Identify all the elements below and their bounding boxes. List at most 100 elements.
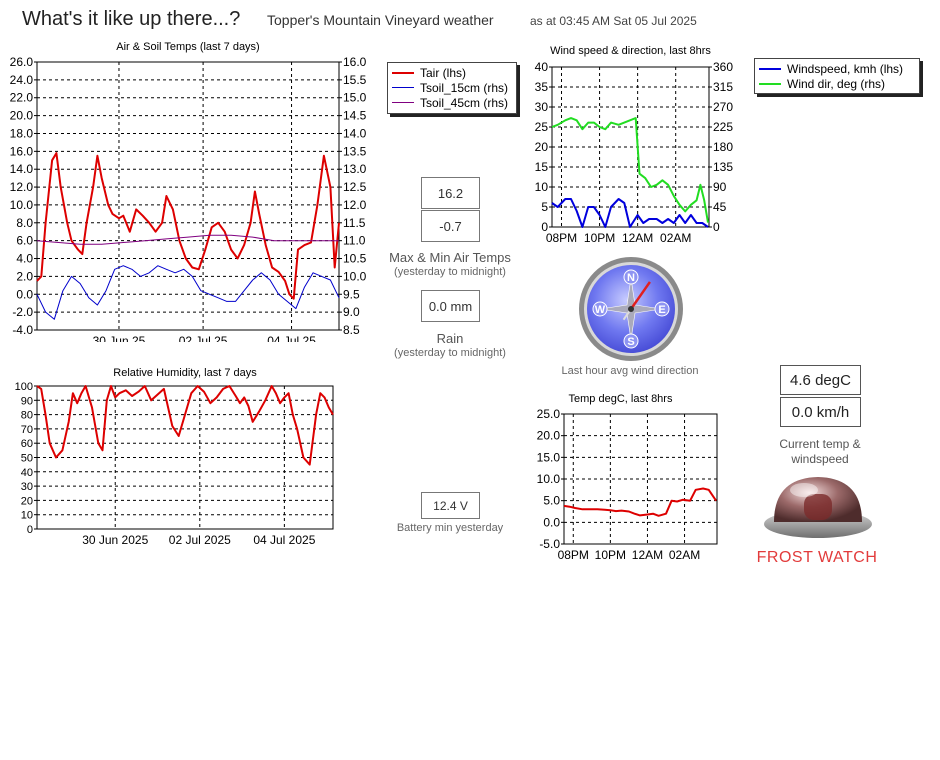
- y-tick-label: 10: [535, 180, 549, 194]
- y-right-tick-label: 135: [713, 160, 733, 174]
- x-tick-label: 12AM: [632, 548, 663, 562]
- y-tick-label: 20.0: [537, 429, 561, 443]
- y-right-tick-label: 15.0: [343, 91, 367, 105]
- wind-legend: Windspeed, kmh (lhs) Wind dir, deg (rhs): [754, 58, 920, 94]
- y-tick-label: 25.0: [537, 407, 561, 421]
- y-tick-label: 70: [21, 424, 33, 436]
- x-tick-label: 02 Jul 25: [179, 334, 228, 342]
- x-tick-label: 08PM: [558, 548, 589, 562]
- rain-value: 0.0 mm: [428, 298, 473, 314]
- page-subtitle: Topper's Mountain Vineyard weather: [267, 12, 494, 28]
- legend-entry-winddir: Wind dir, deg (rhs): [759, 76, 915, 91]
- y-right-tick-label: 270: [713, 100, 733, 114]
- max-air-temp-box: 16.2: [421, 177, 480, 209]
- series-line-0: [36, 152, 340, 300]
- y-tick-label: 15: [535, 160, 549, 174]
- x-tick-label: 10PM: [584, 231, 615, 245]
- x-tick-label: 04 Jul 25: [267, 334, 316, 342]
- x-tick-label: 04 Jul 2025: [253, 533, 315, 547]
- y-tick-label: 10.0: [10, 198, 34, 212]
- current-temp-value: 4.6 degC: [790, 371, 851, 389]
- y-tick-label: -4.0: [12, 323, 33, 337]
- legend-entry-tsoil45: Tsoil_45cm (rhs): [392, 95, 512, 110]
- y-tick-label: 100: [15, 381, 33, 393]
- y-tick-label: 18.0: [10, 126, 34, 140]
- y-right-tick-label: 12.0: [343, 198, 367, 212]
- max-min-air-label: Max & Min Air Temps (yesterday to midnig…: [380, 250, 520, 280]
- y-right-tick-label: 225: [713, 120, 733, 134]
- y-tick-label: 24.0: [10, 73, 34, 87]
- y-right-tick-label: 315: [713, 80, 733, 94]
- compass-hub: [628, 306, 634, 312]
- beacon-lamp: [804, 494, 832, 520]
- rain-sub: (yesterday to midnight): [394, 347, 506, 359]
- updated-timestamp: as at 03:45 AM Sat 05 Jul 2025: [530, 14, 697, 28]
- compass-letter-n: N: [627, 272, 635, 284]
- legend-entry-tair: Tair (lhs): [392, 65, 512, 80]
- legend-label-winddir: Wind dir, deg (rhs): [787, 76, 886, 91]
- y-right-tick-label: 16.0: [343, 55, 367, 69]
- y-tick-label: 14.0: [10, 162, 34, 176]
- y-tick-label: 16.0: [10, 144, 34, 158]
- legend-label-tair: Tair (lhs): [420, 65, 467, 80]
- air-soil-temps-chart: Air & Soil Temps (last 7 days) 26.0 24.0 22…: [10, 41, 367, 342]
- y-tick-label: 0.0: [16, 287, 33, 301]
- rain-box: 0.0 mm: [421, 290, 480, 322]
- compass-letter-badge: [592, 301, 608, 317]
- max-air-temp-value: 16.2: [437, 185, 464, 201]
- battery-label: Battery min yesterday: [380, 521, 520, 536]
- compass-letter-badge: [623, 333, 639, 349]
- y-right-tick-label: 8.5: [343, 323, 360, 337]
- page-title: What's it like up there...?: [22, 8, 241, 30]
- frost-watch-label: FROST WATCH: [756, 549, 878, 566]
- battery-value: 12.4 V: [433, 498, 468, 513]
- compass-letter-s: S: [627, 336, 634, 348]
- compass-letter-badge: [654, 301, 670, 317]
- wind-compass: N E S W: [579, 257, 683, 361]
- y-tick-label: 8.0: [16, 216, 33, 230]
- y-tick-label: 12.0: [10, 180, 34, 194]
- y-tick-label: 0.0: [543, 515, 560, 529]
- y-tick-label: 30: [21, 481, 33, 493]
- legend-label-tsoil15: Tsoil_15cm (rhs): [420, 80, 509, 95]
- x-tick-label: 30 Jun 2025: [82, 533, 148, 547]
- y-right-tick-label: 15.5: [343, 73, 367, 87]
- x-tick-label: 02AM: [669, 548, 700, 562]
- series-line-1: [36, 265, 340, 320]
- y-tick-label: -2.0: [12, 305, 33, 319]
- frost-beacon-icon: [764, 477, 872, 538]
- y-tick-label: 20.0: [10, 109, 34, 123]
- x-tick-label: 12AM: [622, 231, 653, 245]
- y-right-tick-label: 45: [713, 200, 727, 214]
- legend-entry-windspeed: Windspeed, kmh (lhs): [759, 61, 915, 76]
- chart-title: Temp degC, last 8hrs: [569, 393, 673, 405]
- current-wind-box: 0.0 km/h: [780, 397, 861, 427]
- y-tick-label: 60: [21, 438, 33, 450]
- compass-needle: [629, 281, 651, 310]
- y-right-tick-label: 9.5: [343, 287, 360, 301]
- x-tick-label: 10PM: [595, 548, 626, 562]
- legend-label-windspeed: Windspeed, kmh (lhs): [787, 61, 904, 76]
- compass-caption: Last hour avg wind direction: [561, 365, 699, 377]
- x-tick-label: 08PM: [546, 231, 577, 245]
- current-temp-box: 4.6 degC: [780, 365, 861, 395]
- max-min-air-title: Max & Min Air Temps: [389, 250, 511, 265]
- min-air-temp-value: -0.7: [439, 218, 462, 234]
- series-line-2: [36, 234, 339, 245]
- current-label: Current temp & windspeed: [779, 437, 861, 466]
- y-tick-label: 5: [541, 200, 548, 214]
- y-tick-label: 6.0: [16, 234, 33, 248]
- y-tick-label: 22.0: [10, 91, 34, 105]
- y-tick-label: 2.0: [16, 269, 33, 283]
- compass-letter-w: W: [595, 304, 606, 316]
- chart-title: Relative Humidity, last 7 days: [113, 367, 257, 379]
- min-air-temp-box: -0.7: [421, 210, 480, 242]
- y-tick-label: 90: [21, 395, 33, 407]
- battery-title: Battery min yesterday: [396, 522, 504, 534]
- y-tick-label: 50: [21, 453, 33, 465]
- y-right-tick-label: 90: [713, 180, 727, 194]
- y-tick-label: 20: [535, 140, 549, 154]
- y-tick-label: 10: [21, 510, 33, 522]
- y-tick-label: 80: [21, 410, 33, 422]
- y-tick-label: 20: [21, 495, 33, 507]
